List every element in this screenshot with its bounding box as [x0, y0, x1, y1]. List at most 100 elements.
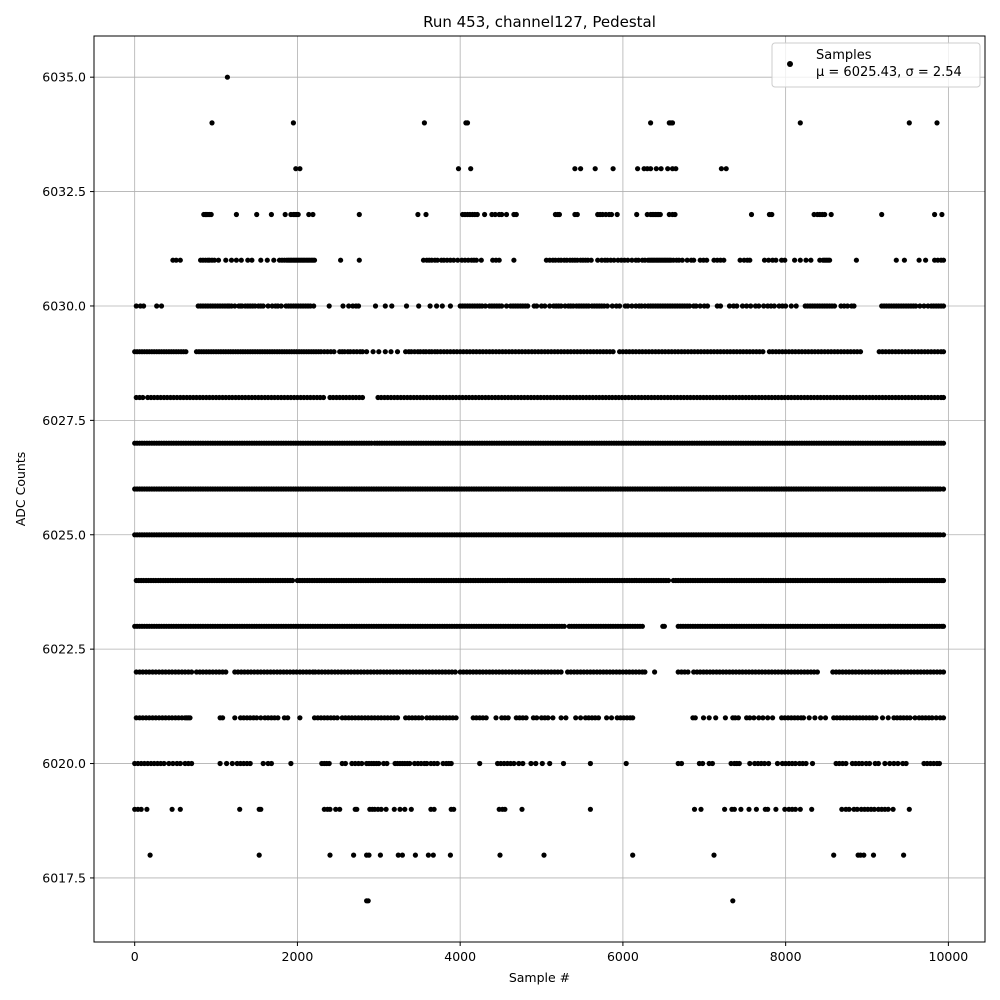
sample-point: [735, 715, 742, 721]
sample-point: [665, 577, 672, 584]
sample-point: [684, 257, 690, 263]
sample-point: [346, 303, 352, 309]
sample-point: [574, 211, 580, 218]
sample-point: [258, 715, 264, 721]
sample-point: [285, 715, 291, 721]
sample-point: [211, 257, 217, 263]
y-tick-label: 6032.5: [42, 184, 86, 199]
sample-point: [657, 211, 663, 218]
sample-point: [370, 349, 376, 355]
sample-point: [895, 760, 901, 767]
sample-point: [383, 806, 389, 812]
sample-point: [718, 166, 725, 172]
sample-point: [209, 120, 215, 126]
sample-point: [183, 349, 189, 355]
sample-point: [704, 303, 711, 309]
sample-point: [717, 303, 724, 309]
sample-point: [523, 715, 529, 721]
sample-point: [290, 120, 296, 126]
sample-point: [503, 211, 510, 218]
plot-frame: [93, 35, 986, 943]
sample-point: [333, 806, 339, 812]
sample-point: [177, 760, 183, 767]
sample-point: [161, 760, 167, 767]
sample-point: [170, 760, 176, 767]
sample-point: [604, 303, 611, 309]
sample-point: [608, 715, 615, 721]
sample-point: [140, 394, 146, 401]
sample-point: [217, 760, 223, 767]
sample-point: [839, 806, 845, 812]
sample-point: [288, 760, 294, 767]
sample-point: [377, 852, 383, 858]
sample-point: [797, 257, 803, 263]
sample-point: [359, 394, 366, 401]
sample-point: [376, 349, 382, 355]
sample-point: [751, 715, 757, 721]
sample-point: [326, 303, 332, 309]
sample-point: [340, 303, 346, 309]
sample-point: [447, 852, 453, 858]
sample-point: [306, 211, 312, 218]
sample-point: [588, 257, 594, 263]
x-axis-ticks: 0 2000 4000 6000 8000 10000: [131, 942, 968, 964]
sample-point: [412, 852, 418, 858]
sample-point: [773, 806, 779, 812]
sample-point: [893, 257, 899, 263]
sample-point: [403, 303, 410, 309]
sample-point: [625, 303, 631, 309]
sample-point: [434, 257, 440, 263]
sample-point: [177, 257, 183, 263]
sample-point: [408, 806, 414, 812]
sample-point: [679, 257, 685, 263]
sample-point: [788, 303, 794, 309]
sample-point: [761, 257, 768, 263]
sample-point: [356, 211, 362, 218]
sample-point: [604, 715, 610, 721]
sample-point: [482, 211, 488, 218]
sample-point: [809, 760, 816, 767]
sample-point: [797, 120, 803, 126]
sample-point: [822, 211, 828, 218]
sample-point: [831, 852, 837, 858]
sample-point: [407, 760, 413, 767]
sample-point: [901, 257, 908, 263]
sample-point: [765, 715, 771, 721]
sample-point: [629, 303, 635, 309]
sample-point: [503, 303, 510, 309]
sample-point: [397, 806, 403, 812]
sample-point: [539, 760, 545, 767]
sample-point: [189, 669, 195, 675]
sample-point: [698, 806, 704, 812]
sample-point: [792, 806, 799, 812]
sample-point: [434, 760, 440, 767]
sample-point: [734, 303, 740, 309]
sample-point: [573, 715, 579, 721]
sample-point: [692, 715, 698, 721]
sample-point: [658, 166, 664, 172]
sample-point: [940, 486, 947, 492]
sample-point: [756, 303, 762, 309]
sample-point: [331, 349, 337, 355]
sample-point: [359, 349, 366, 355]
sample-point: [831, 303, 838, 309]
sample-point: [844, 303, 851, 309]
sample-point: [189, 760, 195, 767]
sample-point: [906, 806, 912, 812]
sample-point: [354, 806, 360, 812]
sample-point: [519, 806, 525, 812]
y-tick-label: 6027.5: [42, 413, 86, 428]
sample-point: [634, 211, 640, 218]
sample-point: [502, 806, 508, 812]
x-tick-label: 2000: [282, 949, 314, 964]
sample-point: [940, 623, 947, 629]
sample-point: [187, 715, 193, 721]
sample-point: [827, 257, 833, 263]
sample-point: [747, 760, 753, 767]
sample-point: [453, 715, 459, 721]
sample-point: [630, 852, 636, 858]
sample-point: [693, 303, 699, 309]
sample-point: [940, 257, 947, 263]
sample-point: [402, 806, 408, 812]
sample-point: [635, 257, 642, 263]
